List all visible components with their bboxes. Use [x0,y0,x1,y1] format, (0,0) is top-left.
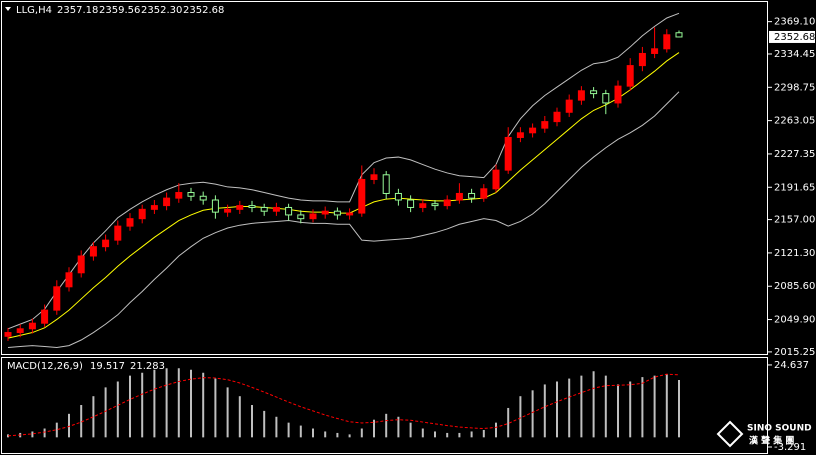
candle-body [382,174,390,194]
candle-body [4,332,12,337]
macd-value: 19.517 [90,361,125,372]
y-tick-label: 2334.45 [774,49,815,60]
y-tick-label: 2015.25 [774,347,815,358]
macd-title: MACD(12,26,9) [7,361,83,372]
candle-body [346,212,354,216]
candle-body [199,195,207,201]
candle-body [602,93,610,104]
y-tick-label: 2227.35 [774,149,815,160]
candle-body [187,192,195,197]
y-tick-label: -3.291 [774,442,806,453]
candle-body [333,210,341,216]
candle-body [138,208,146,220]
current-price: 2352.68 [774,32,815,43]
candle-body [272,206,280,212]
y-tick-label: 2369.10 [774,17,815,28]
signal-value: 21.283 [130,361,165,372]
candle-body [102,239,110,248]
main-pane-frame [1,1,768,355]
candle-body [504,136,512,171]
y-tick-label: 2157.00 [774,215,815,226]
candle-body [675,32,683,38]
y-tick-label: 2049.90 [774,315,815,326]
candle-body [28,322,36,330]
candle-body [565,99,573,113]
price-label-box [769,30,815,43]
candle-body [309,213,317,220]
quote-value: 2352.68 [183,5,224,16]
candle-body [163,197,171,207]
candle-body [577,90,585,101]
candle-body [126,218,134,227]
symbol: LLG,H4 [16,5,52,16]
candle-body [516,132,524,138]
candle-body [175,192,183,199]
band-line [7,91,680,348]
candle-body [53,286,61,311]
candle-body [16,328,24,334]
quote-value: 2359.56 [99,5,140,16]
y-tick-label: 24.637 [774,360,809,371]
candle-body [224,208,232,213]
candle-body [65,272,73,288]
candle-body [211,199,219,213]
candle-body [150,205,158,210]
candle-body [468,192,476,199]
candle-body [443,199,451,207]
candle-body [419,203,427,208]
candle-body [114,225,122,241]
y-tick-label: 2263.05 [774,116,815,127]
candle-body [41,309,49,324]
candle-body [651,48,659,54]
y-tick-label: 2121.30 [774,248,815,259]
band-line [7,12,680,330]
candle-body [89,246,97,257]
menu-arrow [5,7,11,11]
macd-pane-frame [1,357,768,454]
candle-body [638,52,646,67]
candle-body [455,192,463,201]
candle-body [529,127,537,134]
candle-body [297,214,305,220]
y-tick-label: 2298.75 [774,82,815,93]
candle-body [321,210,329,215]
candle-body [248,205,256,208]
header: LLG,H4 2357.18 2359.56 2352.30 2352.68 [16,5,224,16]
candle-body [77,255,85,274]
candle-body [394,192,402,201]
watermark: SINO SOUND 漢 聲 集 團 [716,420,812,448]
candle-body [236,205,244,210]
watermark-name: SINO SOUND [747,424,812,434]
watermark-subtitle: 漢 聲 集 團 [749,435,794,447]
candle-body [431,203,439,207]
candle-body [663,34,671,50]
candle-body [358,178,366,214]
logo [716,420,744,448]
candle-body [260,206,268,212]
y-tick-label: 2191.65 [774,182,815,193]
candle-body [541,121,549,129]
candle-body [492,169,500,190]
candle-body [480,188,488,199]
y-tick-label: 2085.60 [774,281,815,292]
signal-line [7,373,680,437]
candle-body [285,206,293,216]
candle-body [407,199,415,208]
quote-value: 2357.18 [57,5,98,16]
band-line [7,52,680,339]
candle-body [370,174,378,180]
candle-body [626,65,634,87]
candle-body [553,111,561,123]
quote-value: 2352.30 [141,5,182,16]
candle-body [590,90,598,95]
candle-body [614,85,622,104]
